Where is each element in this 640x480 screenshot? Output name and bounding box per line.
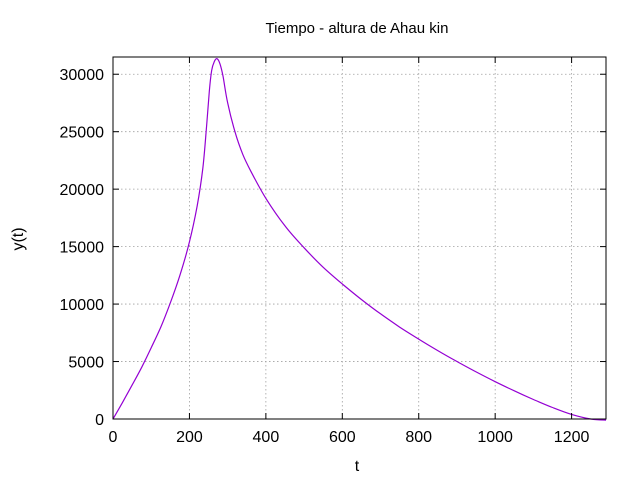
y-tick-label: 10000 [60,297,105,314]
chart-title: Tiempo - altura de Ahau kin [266,20,449,37]
grid [113,57,606,419]
y-tick-label: 5000 [68,355,104,372]
ticks: 0 200 400 600 800 1000 1200 0 5000 10000 15000 2000… [60,57,606,446]
x-axis-label: t [355,458,360,475]
y-tick-label: 30000 [60,67,105,84]
y-tick-label: 20000 [60,182,105,199]
x-tick-label: 800 [405,429,432,446]
plot-border [112,56,607,420]
y-tick-label: 15000 [60,240,105,257]
y-tick-label: 25000 [60,125,105,142]
x-tick-label: 600 [329,429,356,446]
x-tick-label: 200 [176,429,203,446]
x-tick-label: 1000 [477,429,513,446]
series-line [112,58,607,421]
y-tick-label: 0 [95,412,104,429]
x-tick-label: 1200 [554,429,590,446]
y-axis-label: y(t) [10,227,27,250]
x-tick-label: 0 [109,429,118,446]
x-tick-label: 400 [253,429,280,446]
